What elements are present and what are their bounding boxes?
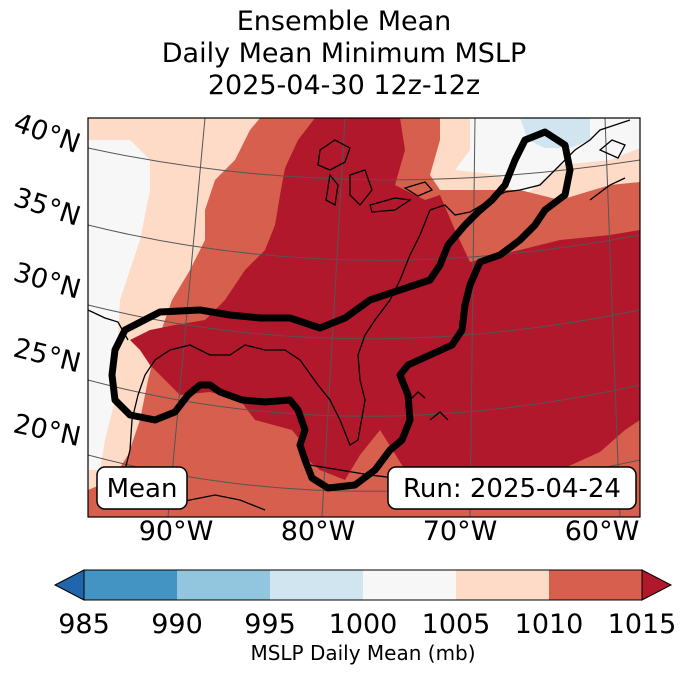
colorbar-tick-985: 985 [58,609,110,640]
coastlines [88,119,631,511]
lat-label-30: 30°N [10,257,84,306]
title-line-2: Daily Mean Minimum MSLP [161,38,527,69]
lon-label-60w: 60°W [565,516,640,547]
title-line-3: 2025-04-30 12z-12z [207,70,481,101]
run-legend-box: Run: 2025-04-24 [387,466,637,510]
colorbar-tick-1015: 1015 [608,609,677,640]
colorbar [53,569,673,601]
longitude-gridlines [167,118,621,517]
lon-label-70w: 70°W [423,516,498,547]
mean-legend-box: Mean [96,466,188,510]
mean-contour-line [108,128,574,492]
lon-label-90w: 90°W [139,516,214,547]
map-frame [87,117,641,518]
lon-label-80w: 80°W [281,516,356,547]
colorbar-bin-1005-1010 [456,570,549,600]
colorbar-bin-985-990 [84,570,177,600]
colorbar-label: MSLP Daily Mean (mb) [250,641,475,665]
colorbar-tick-1000: 1000 [329,609,398,640]
map-panel [88,118,640,517]
title-line-1: Ensemble Mean [236,6,452,37]
colorbar-tick-1010: 1010 [515,609,584,640]
colorbar-bin-990-995 [177,570,270,600]
lat-label-25: 25°N [10,333,84,380]
colorbar-bin-1010-1015 [549,570,642,600]
mean-label: Mean [107,474,178,504]
colorbar-bin-1000-1005 [363,570,456,600]
run-date-label: Run: 2025-04-24 [403,474,621,504]
colorbar-tick-990: 990 [151,609,203,640]
colorbar-extend-low [53,569,85,601]
colorbar-tick-1005: 1005 [422,609,491,640]
lat-label-40: 40°N [10,107,85,159]
colorbar-extend-high [641,569,673,601]
colorbar-tick-995: 995 [244,609,296,640]
field-bin-995-1000 [520,118,590,148]
lat-label-20: 20°N [11,409,84,453]
colorbar-bin-995-1000 [270,570,363,600]
lat-label-35: 35°N [10,182,84,233]
